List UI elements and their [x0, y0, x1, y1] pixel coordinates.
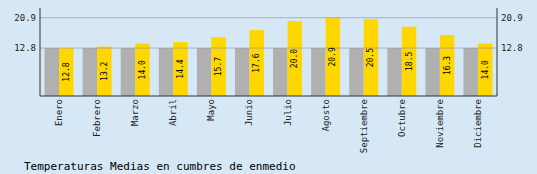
data-label: 14.0 [138, 60, 147, 79]
data-label: 16.3 [443, 56, 452, 75]
bar [83, 48, 97, 96]
x-tick-label: Mayo [206, 99, 216, 121]
x-tick-label: Diciembre [473, 99, 483, 148]
bar [197, 48, 211, 96]
y-axis-line [40, 8, 41, 96]
y-tick-label: 20.9 [14, 13, 36, 23]
bar [273, 48, 287, 96]
bar [288, 21, 302, 96]
bar [235, 48, 249, 96]
bar [173, 42, 187, 96]
x-tick-label: Enero [54, 99, 64, 126]
bar [311, 48, 325, 96]
x-tick-label: Febrero [92, 99, 102, 137]
bar [440, 35, 454, 96]
bars [45, 18, 493, 96]
x-tick-label: Julio [283, 99, 293, 126]
bar [387, 48, 401, 96]
bar [402, 27, 416, 96]
x-tick-label: Agosto [321, 99, 331, 132]
chart-container: 12.8 13.2 14.0 14.4 15.7 17.6 20.0 20.9 20.5 18.5… [0, 0, 537, 174]
bar [478, 44, 492, 96]
data-label: 14.4 [176, 59, 185, 78]
data-label: 20.0 [290, 49, 299, 68]
bar [249, 30, 263, 96]
title: Temperaturas Medias en cumbres de enmedi… [24, 160, 296, 173]
x-axis-line [40, 95, 497, 96]
x-tick-label: Junio [244, 99, 254, 126]
chart: 12.8 13.2 14.0 14.4 15.7 17.6 20.0 20.9 20.5 18.5… [0, 0, 537, 174]
bar [211, 37, 225, 96]
x-tick-label: Noviembre [435, 99, 445, 148]
bar [425, 48, 439, 96]
bar [121, 48, 135, 96]
grid-line [40, 17, 497, 18]
data-label: 15.7 [214, 57, 223, 76]
y2-tick-label: 20.9 [501, 13, 523, 23]
bar [59, 48, 73, 96]
data-label: 17.6 [252, 53, 261, 72]
bar [45, 48, 59, 96]
x-tick-label: Abril [168, 99, 178, 126]
bar [135, 44, 149, 96]
bar [364, 19, 378, 96]
x-tick-label: Septiembre [359, 99, 369, 153]
bar [326, 18, 340, 96]
data-label: 13.2 [100, 61, 109, 80]
data-label: 14.0 [481, 60, 490, 79]
bar [97, 47, 111, 96]
x-tick-label: Octubre [397, 99, 407, 137]
data-label: 18.5 [405, 52, 414, 71]
y2-tick-label: 12.8 [501, 43, 523, 53]
data-label: 20.9 [328, 47, 337, 66]
bar [159, 48, 173, 96]
bar [349, 48, 363, 96]
x-tick-label: Marzo [130, 99, 140, 126]
grid-line [40, 48, 497, 49]
data-label: 12.8 [62, 62, 71, 81]
y2-axis-line [497, 8, 498, 96]
bar [463, 48, 477, 96]
y-tick-label: 12.8 [14, 43, 36, 53]
data-label: 20.5 [366, 48, 375, 67]
